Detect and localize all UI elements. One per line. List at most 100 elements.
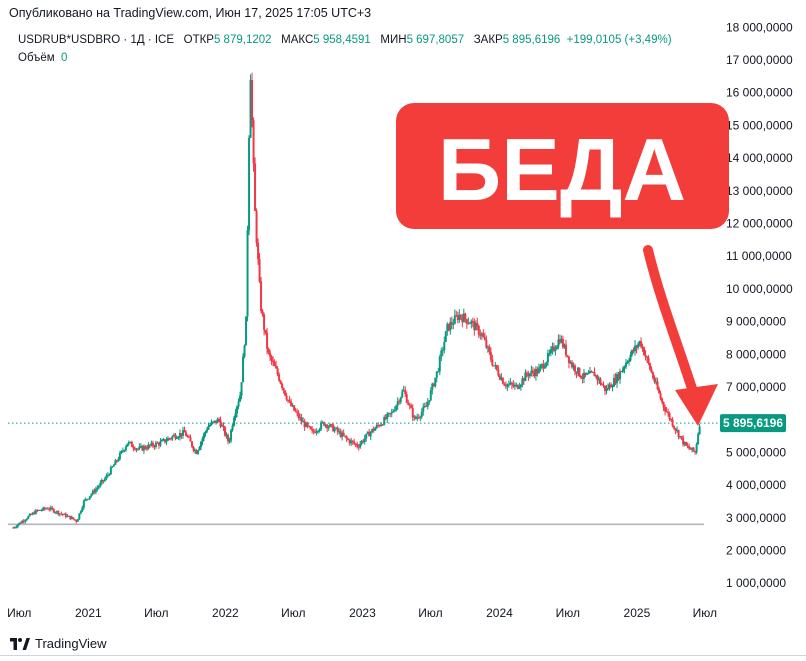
candle-body: [222, 425, 225, 428]
candle-body: [530, 370, 533, 374]
candle-body: [534, 368, 537, 377]
candle-body: [398, 401, 401, 403]
candle-body: [82, 500, 85, 508]
candle-body: [404, 390, 407, 395]
candle-body: [281, 383, 284, 388]
candle-body: [321, 422, 324, 424]
candle-body: [46, 508, 49, 510]
candle-body: [656, 381, 659, 389]
candle-body: [644, 355, 647, 357]
branding[interactable]: TradingView: [10, 636, 107, 651]
candle-body: [81, 507, 84, 512]
candle-body: [597, 378, 600, 381]
candle-body: [435, 371, 438, 378]
candle-body: [634, 345, 637, 352]
candle-body: [492, 365, 495, 367]
candle-body: [79, 511, 82, 514]
candle-body: [587, 373, 590, 375]
candle-body: [136, 448, 139, 450]
candle-body: [85, 499, 88, 501]
candle-body: [245, 316, 248, 346]
candle-body: [449, 322, 452, 331]
candle-body: [396, 401, 399, 406]
candle-body: [305, 422, 308, 428]
candle-body: [64, 513, 67, 517]
candle-body: [498, 375, 501, 380]
candle-body: [296, 411, 299, 413]
candle-body: [594, 375, 597, 377]
candle-body: [552, 346, 555, 351]
candle-body: [513, 384, 516, 387]
symbol-name[interactable]: USDRUB*USDBRO · 1Д · ICE: [18, 34, 175, 46]
candle-body: [347, 438, 350, 440]
time-axis-label: Июл: [144, 606, 168, 620]
candle-body: [168, 438, 171, 440]
candle-body: [227, 434, 230, 442]
candle-body: [345, 436, 348, 439]
candle-body: [626, 361, 629, 363]
candle-body: [210, 422, 213, 425]
candle-body: [455, 315, 458, 317]
time-axis-label: 2022: [212, 606, 239, 620]
candle-body: [212, 421, 215, 423]
candle-body: [114, 460, 117, 465]
candle-body: [42, 507, 45, 511]
price-axis-label: 15 000,0000: [726, 118, 793, 132]
candle-body: [375, 425, 378, 429]
candle-body: [324, 424, 327, 426]
candle-body: [109, 467, 112, 475]
price-axis-label: 4 000,0000: [726, 478, 786, 492]
candle-body: [91, 490, 94, 495]
candle-body: [306, 422, 309, 426]
candle-body: [434, 377, 437, 387]
candle-body: [230, 430, 233, 441]
candle-body: [476, 323, 479, 327]
candle-body: [172, 434, 175, 437]
candle-body: [572, 365, 575, 368]
price-axis-label: 10 000,0000: [726, 282, 793, 296]
candle-body: [33, 512, 36, 515]
candle-body: [371, 428, 374, 433]
candle-body: [293, 405, 296, 411]
candle-body: [632, 350, 635, 352]
candle-body: [186, 435, 189, 437]
candle-body: [437, 371, 440, 373]
candle-body: [363, 438, 366, 442]
candle-body: [377, 425, 380, 427]
symbol-legend[interactable]: USDRUB*USDBRO · 1Д · ICE ОТКР5 879,1202 …: [18, 34, 672, 46]
candle-body: [470, 321, 473, 324]
candle-body: [100, 480, 103, 483]
candle-body: [303, 421, 306, 428]
annotation-arrow-head: [675, 384, 718, 426]
candle-body: [207, 426, 210, 430]
candle-body: [272, 360, 275, 363]
candle-body: [405, 394, 408, 403]
candle-body: [36, 510, 39, 512]
candle-body: [315, 431, 318, 433]
candle-body: [697, 434, 700, 444]
candle-body: [225, 434, 228, 436]
volume-legend[interactable]: Объём 0: [18, 52, 67, 64]
candle-body: [381, 424, 384, 426]
candle-body: [495, 365, 498, 370]
candle-body: [667, 411, 670, 414]
candle-body: [257, 242, 260, 260]
candle-body: [682, 437, 685, 445]
last-price-badge-label: 5 895,6196: [723, 416, 783, 430]
candle-body: [102, 480, 105, 482]
candle-body: [145, 448, 148, 450]
candle-body: [506, 384, 509, 387]
candle-body: [365, 433, 368, 439]
price-axis-label: 18 000,0000: [726, 20, 793, 34]
divider: [0, 655, 806, 656]
change-value: +199,0105 (+3,49%): [566, 34, 672, 46]
candle-body: [126, 443, 129, 447]
candle-body: [372, 428, 375, 431]
candle-body: [275, 366, 278, 369]
candle-body: [67, 515, 70, 517]
candle-body: [563, 344, 566, 348]
time-axis-label: 2025: [624, 606, 651, 620]
candle-body: [608, 384, 611, 389]
candle-body: [28, 514, 31, 517]
